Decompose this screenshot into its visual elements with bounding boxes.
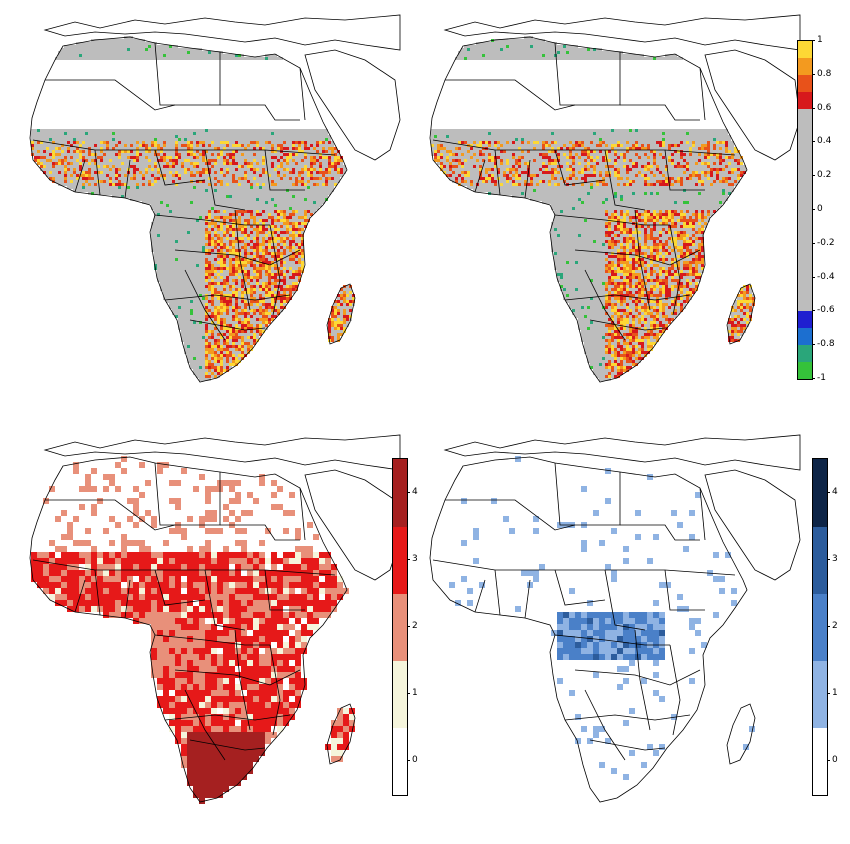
country-borders [429, 14, 801, 383]
colorbar-blue-counts [812, 458, 828, 796]
cb-br-tick: 1 [832, 688, 838, 699]
colorbar-top-tick: -0.6 [817, 305, 835, 316]
country-borders [29, 434, 401, 803]
map-cells [31, 456, 355, 804]
colorbar-top-tick: 0.8 [817, 68, 832, 79]
cb-bl-tick: 0 [412, 755, 418, 766]
colorbar-correlation [797, 40, 813, 380]
map-correlation-top-left [29, 14, 401, 383]
map-cells [431, 36, 755, 381]
cb-br-tick: 2 [832, 621, 838, 631]
colorbar-top-tick: -0.2 [817, 237, 835, 248]
map-count-bottom-right [429, 434, 801, 803]
colorbar-top-tick: -0.4 [817, 271, 835, 282]
cb-bl-tick: 2 [412, 621, 418, 631]
colorbar-top-tick: 0.6 [817, 102, 832, 113]
cb-bl-tick: 3 [412, 553, 418, 564]
colorbar-top-tick: 0.4 [817, 136, 832, 147]
colorbar-red-counts [392, 458, 408, 796]
map-cells [31, 36, 355, 381]
colorbar-top-tick: 0.2 [817, 170, 832, 181]
map-count-bottom-left [29, 434, 401, 804]
colorbar-top-tick: 0 [817, 204, 823, 214]
cb-bl-tick: 1 [412, 688, 418, 699]
colorbar-top-tick: -0.8 [817, 339, 835, 350]
cb-br-tick: 3 [832, 553, 838, 564]
colorbar-top-tick: 1 [817, 35, 823, 45]
cb-br-tick: 0 [832, 755, 838, 766]
country-borders [429, 434, 801, 803]
map-cells [449, 456, 755, 780]
map-correlation-top-right [429, 14, 801, 383]
colorbar-top-tick: -1 [817, 373, 826, 383]
cb-br-tick: 4 [832, 486, 838, 497]
country-borders [29, 14, 401, 383]
cb-bl-tick: 4 [412, 486, 418, 497]
